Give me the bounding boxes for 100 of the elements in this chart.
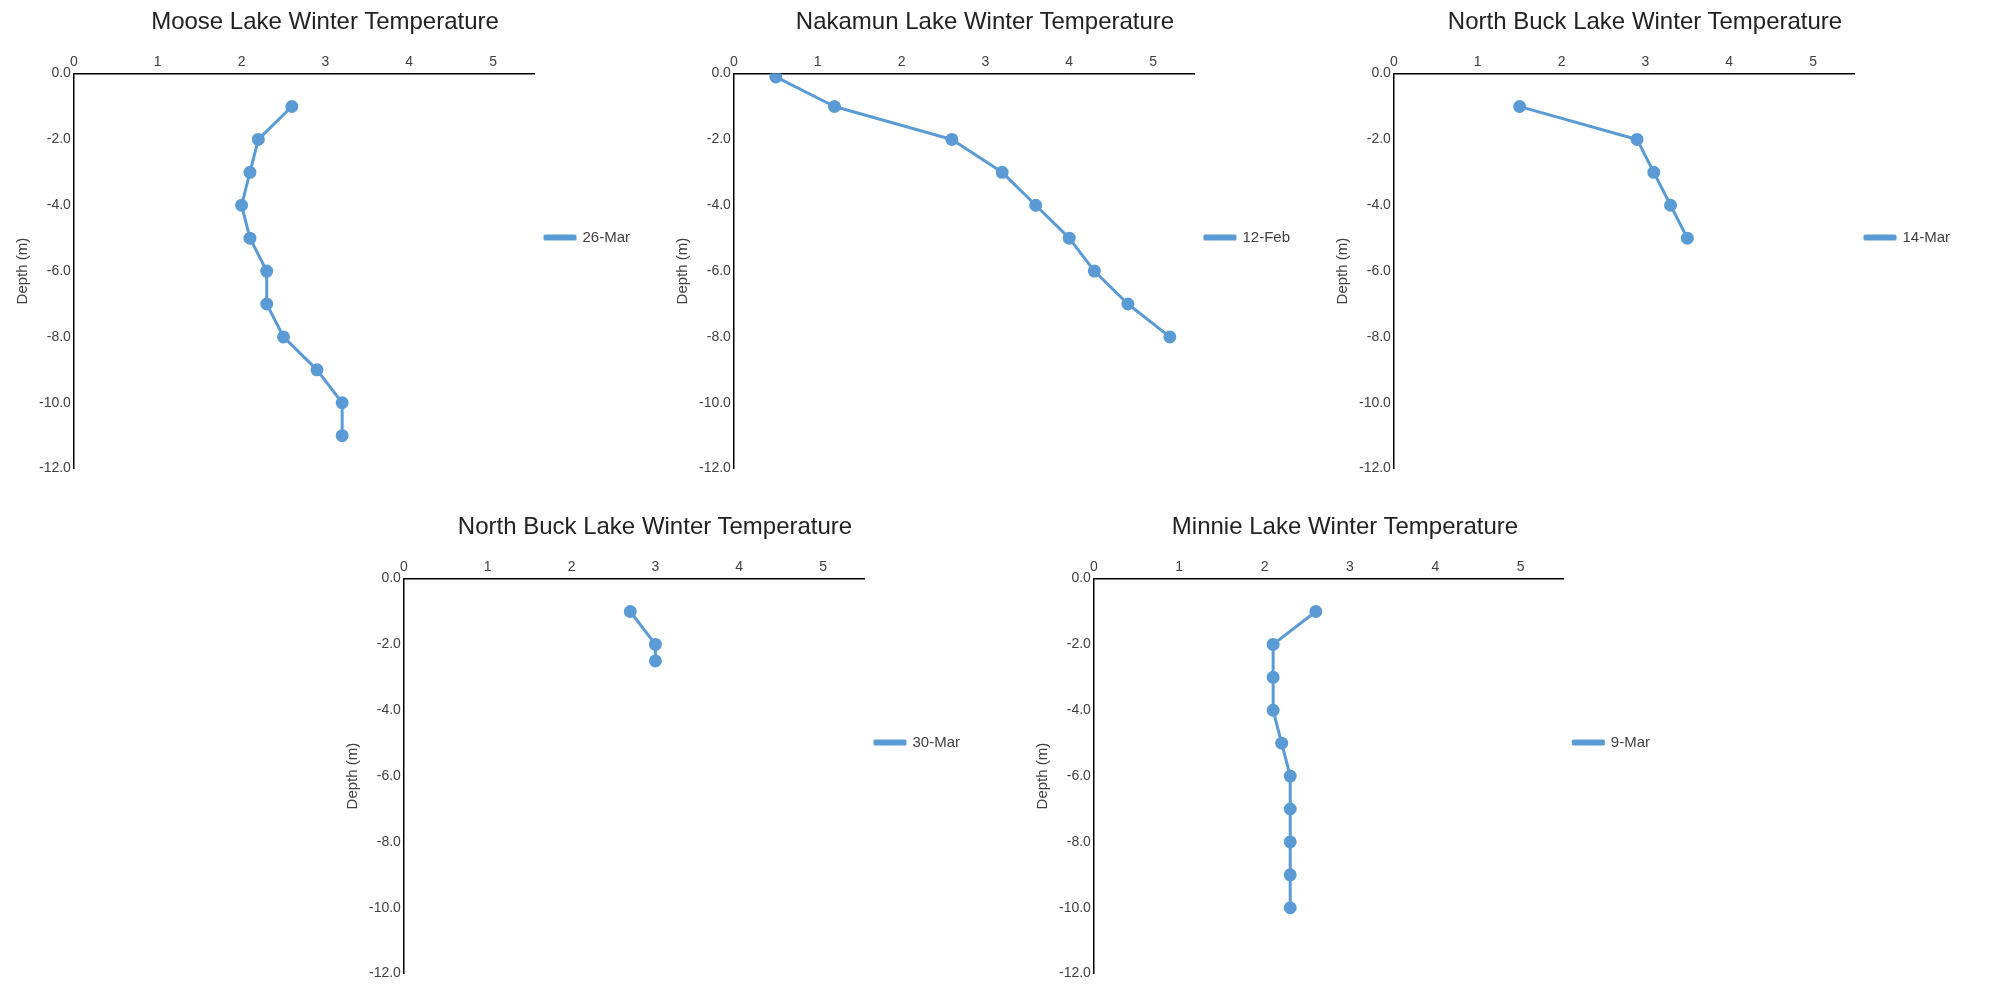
x-tick-label: 2 [237,53,246,70]
x-tick-label: 3 [981,53,990,70]
point [1647,165,1661,179]
point [828,100,842,114]
y-tick-label: -2.0 [46,130,72,147]
y-tick-label: -4.0 [1366,196,1392,213]
y-tick-label: -8.0 [1066,832,1092,849]
point [310,363,324,377]
x-tick-label: 3 [321,53,330,70]
y-tick-label: -2.0 [706,130,732,147]
legend-label: 26-Mar [582,227,630,245]
y-tick-label: -2.0 [1366,130,1392,147]
y-tick-label: -12.0 [38,459,72,476]
x-tick-label: 5 [1516,558,1525,575]
y-tick-label: -12.0 [368,964,402,981]
y-tick-label: -10.0 [38,393,72,410]
x-tick-label: 0 [730,53,739,70]
chart-title: Moose Lake Winter Temperature [151,7,499,35]
x-tick-label: 0 [1390,53,1399,70]
point [623,605,637,619]
x-tick-label: 4 [1065,53,1074,70]
x-tick-label: 3 [1641,53,1650,70]
point [1087,264,1101,278]
y-tick-label: -6.0 [1066,766,1092,783]
x-tick-label: 2 [897,53,906,70]
point [1266,637,1280,651]
y-tick-label: -10.0 [698,393,732,410]
y-axis-title: Depth (m) [673,237,691,305]
y-tick-label: -4.0 [376,701,402,718]
point [1664,198,1678,212]
chart-title: Nakamun Lake Winter Temperature [795,7,1175,35]
point [235,198,249,212]
x-tick-label: 4 [1431,558,1440,575]
y-tick-label: -8.0 [1366,327,1392,344]
point [769,73,783,84]
x-tick-label: 1 [153,53,162,70]
y-tick-label: -10.0 [368,898,402,915]
point [995,165,1009,179]
y-tick-label: -8.0 [46,327,72,344]
point [251,132,265,146]
point [1062,231,1076,245]
point [1283,868,1297,882]
x-tick-label: 2 [1260,558,1269,575]
y-tick-label: -2.0 [1066,635,1092,652]
point [243,231,257,245]
point [335,429,349,443]
point [945,132,959,146]
x-tick-label: 4 [1725,53,1734,70]
point [1275,736,1289,750]
x-tick-label: 5 [819,558,828,575]
point [1266,703,1280,717]
y-tick-label: 0.0 [711,64,732,81]
point [1029,198,1043,212]
y-tick-label: -6.0 [706,261,732,278]
y-tick-label: -4.0 [706,196,732,213]
y-tick-label: 0.0 [1071,569,1092,586]
y-tick-label: -10.0 [1358,393,1392,410]
point [648,654,662,668]
point [1266,670,1280,684]
point [1163,330,1177,344]
point [1283,901,1297,915]
x-tick-label: 5 [489,53,498,70]
chart-title: North Buck Lake Winter Temperature [457,512,853,540]
x-tick-label: 2 [567,558,576,575]
y-tick-label: -8.0 [376,832,402,849]
point [1283,835,1297,849]
x-tick-label: 1 [813,53,822,70]
y-tick-label: -8.0 [706,327,732,344]
y-tick-label: -6.0 [46,261,72,278]
x-tick-label: 3 [1346,558,1355,575]
point [335,396,349,410]
y-axis-title: Depth (m) [1333,237,1351,305]
y-tick-label: -4.0 [1066,701,1092,718]
point [648,637,662,651]
chart-title: North Buck Lake Winter Temperature [1447,7,1843,35]
x-tick-label: 0 [70,53,79,70]
x-tick-label: 0 [1090,558,1099,575]
point [1121,297,1135,311]
x-tick-label: 1 [1473,53,1482,70]
y-tick-label: -12.0 [1358,459,1392,476]
x-tick-label: 4 [735,558,744,575]
x-tick-label: 4 [405,53,414,70]
x-tick-label: 2 [1557,53,1566,70]
point [285,100,299,114]
point [260,297,274,311]
y-tick-label: -10.0 [1058,898,1092,915]
legend-label: 14-Mar [1902,227,1950,245]
x-tick-label: 0 [400,558,409,575]
x-tick-label: 5 [1809,53,1818,70]
y-tick-label: 0.0 [51,64,72,81]
y-tick-label: -12.0 [1058,964,1092,981]
y-tick-label: 0.0 [381,569,402,586]
legend-label: 30-Mar [912,732,960,750]
x-tick-label: 1 [483,558,492,575]
point [1513,100,1527,114]
legend-label: 12-Feb [1242,227,1290,245]
point [260,264,274,278]
point [1283,802,1297,816]
point [243,165,257,179]
chart-title: Minnie Lake Winter Temperature [1171,512,1519,540]
